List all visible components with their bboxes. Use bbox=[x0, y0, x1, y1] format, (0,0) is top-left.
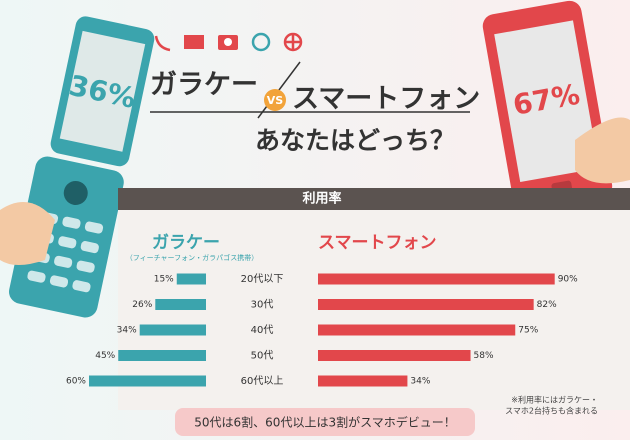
category-label: 50代 bbox=[251, 350, 274, 362]
bar bbox=[318, 324, 516, 336]
vs-badge bbox=[264, 89, 286, 111]
category-label: 20代以下 bbox=[241, 273, 284, 285]
value-label: 34% bbox=[410, 377, 430, 387]
value-label: 82% bbox=[537, 300, 557, 310]
category-label: 30代 bbox=[251, 299, 274, 311]
hand bbox=[575, 117, 630, 184]
banner: 50代は6割、60代以上は3割がスマホデビュー！ bbox=[194, 415, 455, 430]
bar bbox=[318, 273, 555, 285]
category-label: 60代以上 bbox=[241, 375, 284, 387]
bar bbox=[89, 375, 206, 387]
icons bbox=[154, 32, 303, 52]
value-label: 75% bbox=[518, 326, 538, 336]
note: スマホ2台持ちも含まれる bbox=[505, 406, 598, 416]
value-label: 26% bbox=[132, 300, 152, 310]
value-label: 90% bbox=[558, 275, 578, 285]
feature-phone: 36% bbox=[9, 16, 155, 318]
value-label: 58% bbox=[474, 351, 494, 361]
question: あなたはどっち？ bbox=[255, 126, 455, 155]
vs: VS bbox=[267, 94, 284, 107]
value-label: 34% bbox=[117, 326, 137, 336]
bar bbox=[318, 299, 534, 310]
value-label: 45% bbox=[95, 351, 115, 361]
title-left: ガラケー bbox=[150, 70, 258, 101]
bar bbox=[155, 299, 206, 310]
bar bbox=[139, 324, 206, 336]
value-label: 60% bbox=[66, 377, 86, 387]
value-label: 15% bbox=[154, 275, 174, 285]
chart-title: 利用率 bbox=[302, 191, 341, 207]
bar bbox=[118, 350, 206, 361]
hand bbox=[0, 202, 55, 265]
bar bbox=[318, 350, 471, 361]
panel-header bbox=[118, 188, 630, 210]
note: ※利用率にはガラケー・ bbox=[511, 395, 598, 405]
legend-left: ガラケー bbox=[152, 233, 220, 253]
legend-right: スマートフォン bbox=[318, 233, 437, 253]
bar bbox=[318, 375, 408, 387]
legend-left-subtitle: （フィーチャーフォン・ガラパゴス携帯） bbox=[126, 253, 258, 262]
bar bbox=[176, 273, 206, 285]
title-right: スマートフォン bbox=[292, 84, 480, 115]
category-label: 40代 bbox=[251, 324, 274, 336]
banner-box bbox=[175, 408, 475, 436]
